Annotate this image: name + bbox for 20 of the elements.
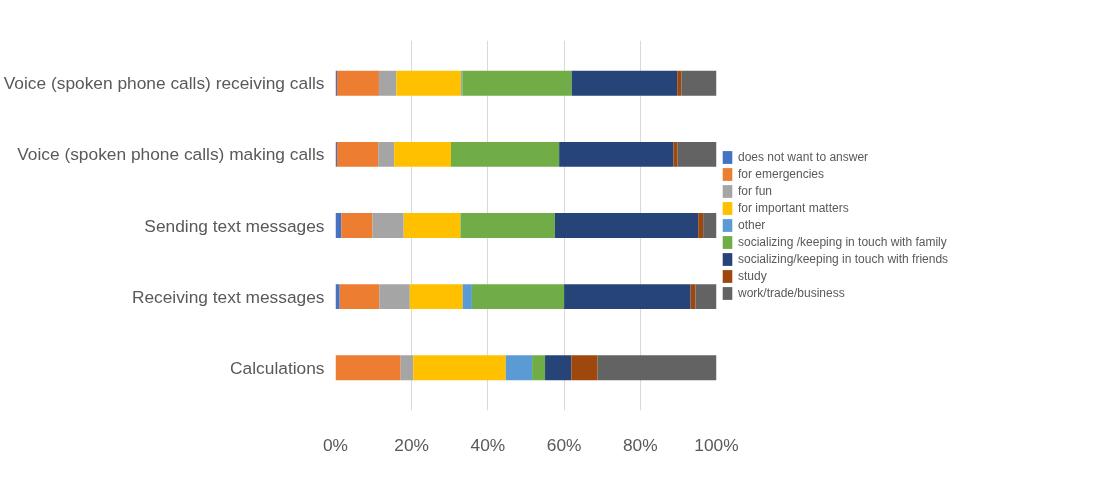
- y-tick-label: Voice (spoken phone calls) making calls: [17, 144, 325, 165]
- x-tick-label: 0%: [322, 434, 349, 455]
- x-tick-label: 100%: [694, 434, 739, 455]
- legend-label: study: [738, 269, 767, 283]
- legend-label: does not want to answer: [738, 150, 869, 164]
- x-tick-label: 60%: [546, 434, 582, 455]
- legend-label: socializing /keeping in touch with family: [738, 235, 947, 249]
- legend-label: for fun: [738, 184, 773, 198]
- x-tick-label: 40%: [470, 434, 506, 455]
- y-tick-label: Sending text messages: [144, 215, 325, 236]
- y-tick-label: Voice (spoken phone calls) receiving calls: [3, 73, 325, 94]
- legend-label: for important matters: [738, 201, 849, 215]
- y-tick-label: Calculations: [230, 357, 325, 378]
- legend-label: other: [738, 218, 766, 232]
- y-tick-label: Receiving text messages: [131, 286, 325, 307]
- legend-label: work/trade/business: [738, 286, 845, 300]
- x-tick-label: 20%: [394, 434, 430, 455]
- legend-label: for emergencies: [738, 167, 825, 181]
- legend-label: socializing/keeping in touch with friends: [738, 252, 949, 266]
- x-tick-label: 80%: [622, 434, 658, 455]
